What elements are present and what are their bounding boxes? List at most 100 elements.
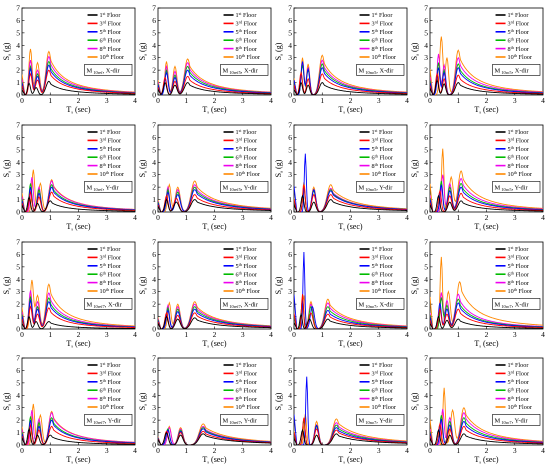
legend-entry: 6th Floor [236, 36, 257, 44]
y-tick-label: 2 [288, 300, 292, 309]
x-tick-label: 1 [184, 96, 188, 105]
series-line-floor-1 [430, 189, 543, 212]
y-tick-label: 3 [152, 403, 156, 412]
series-line-floor-0 [22, 80, 135, 95]
y-tick-label: 6 [152, 16, 156, 25]
x-tick-label: 3 [241, 213, 245, 222]
series-line-floor-2 [430, 302, 543, 329]
y-tick-label: 6 [152, 366, 156, 375]
x-tick-label: 2 [213, 96, 217, 105]
x-axis-label: Ts (sec) [66, 339, 90, 349]
legend-entry: 6th Floor [508, 36, 529, 44]
y-tick-label: 1 [16, 78, 20, 87]
legend-entry: 5th Floor [236, 262, 257, 270]
series-line-floor-0 [158, 431, 271, 445]
x-tick-label: 3 [377, 330, 381, 339]
x-tick-label: 0 [292, 213, 296, 222]
y-tick-label: 4 [152, 275, 156, 284]
y-tick-label: 7 [424, 121, 428, 130]
series-line-floor-5 [430, 36, 543, 95]
legend-entry: 8th Floor [236, 279, 257, 287]
legend-entry: 6th Floor [372, 36, 393, 44]
legend-entry: 1st Floor [508, 128, 529, 136]
legend-entry: 8th Floor [508, 45, 529, 53]
series-line-floor-1 [294, 184, 407, 212]
x-axis-label: Ts (sec) [202, 105, 226, 115]
model-label: M 10ref5, X-dir [223, 67, 259, 75]
y-tick-label: 5 [152, 262, 156, 271]
y-tick-label: 5 [424, 28, 428, 37]
model-label: M 10ref7, X-dir [87, 301, 123, 309]
y-axis-label: Sa (g) [138, 159, 148, 177]
legend-entry: 1st Floor [236, 245, 257, 253]
series-line-floor-0 [430, 78, 543, 95]
legend-entry: 3rd Floor [372, 370, 394, 378]
x-axis-label: Ts (sec) [474, 222, 498, 232]
x-tick-label: 3 [377, 213, 381, 222]
y-tick-label: 7 [288, 354, 292, 363]
y-tick-label: 3 [16, 403, 20, 412]
y-tick-label: 1 [16, 428, 20, 437]
x-tick-label: 1 [320, 96, 324, 105]
x-tick-label: 2 [213, 213, 217, 222]
y-axis-label: Sa (g) [410, 276, 420, 294]
y-tick-label: 6 [152, 250, 156, 259]
x-tick-label: 2 [485, 330, 489, 339]
y-tick-label: 0 [288, 441, 292, 450]
model-label-box [84, 181, 133, 193]
legend-entry: 5th Floor [236, 145, 257, 153]
x-tick-label: 4 [133, 446, 137, 455]
y-tick-label: 2 [424, 183, 428, 192]
y-tick-label: 0 [16, 208, 20, 217]
y-axis-label: Sa (g) [138, 276, 148, 294]
y-tick-label: 5 [16, 262, 20, 271]
x-tick-label: 4 [541, 96, 545, 105]
legend-entry: 1st Floor [508, 11, 529, 19]
y-tick-label: 3 [288, 403, 292, 412]
legend-entry: 1st Floor [372, 361, 393, 369]
y-tick-label: 1 [152, 78, 156, 87]
x-tick-label: 3 [513, 96, 517, 105]
y-tick-label: 2 [152, 183, 156, 192]
x-axis-label: Ts (sec) [202, 339, 226, 349]
y-tick-label: 4 [152, 41, 156, 50]
y-tick-label: 4 [288, 41, 292, 50]
y-tick-label: 3 [288, 53, 292, 62]
legend-entry: 8th Floor [236, 162, 257, 170]
x-tick-label: 2 [213, 330, 217, 339]
series-line-floor-0 [430, 428, 543, 445]
y-tick-label: 4 [424, 391, 428, 400]
series-line-floor-0 [294, 194, 407, 212]
y-tick-label: 2 [424, 416, 428, 425]
legend-entry: 8th Floor [100, 279, 121, 287]
model-label-box [220, 414, 269, 426]
legend-entry: 10th Floor [372, 53, 396, 61]
y-tick-label: 6 [288, 16, 292, 25]
legend-entry: 3rd Floor [508, 20, 530, 28]
x-tick-label: 1 [320, 213, 324, 222]
x-tick-label: 3 [241, 330, 245, 339]
legend-entry: 5th Floor [100, 262, 121, 270]
y-tick-label: 5 [424, 378, 428, 387]
series-line-floor-0 [430, 194, 543, 212]
y-tick-label: 2 [152, 416, 156, 425]
y-tick-label: 7 [424, 354, 428, 363]
model-label-box [492, 181, 541, 193]
y-tick-label: 4 [16, 158, 20, 167]
series-line-floor-0 [158, 198, 271, 212]
y-tick-label: 2 [424, 66, 428, 75]
legend-entry: 8th Floor [100, 162, 121, 170]
legend-entry: 5th Floor [372, 28, 393, 36]
y-tick-label: 7 [152, 238, 156, 247]
x-tick-label: 4 [405, 213, 409, 222]
y-axis-label: Sa (g) [410, 159, 420, 177]
legend-entry: 8th Floor [372, 45, 393, 53]
model-label: M 10ref, Y-dir [87, 184, 120, 192]
legend-entry: 3rd Floor [100, 370, 122, 378]
model-label-box [84, 64, 133, 76]
y-tick-label: 4 [424, 41, 428, 50]
y-tick-label: 7 [16, 238, 20, 247]
